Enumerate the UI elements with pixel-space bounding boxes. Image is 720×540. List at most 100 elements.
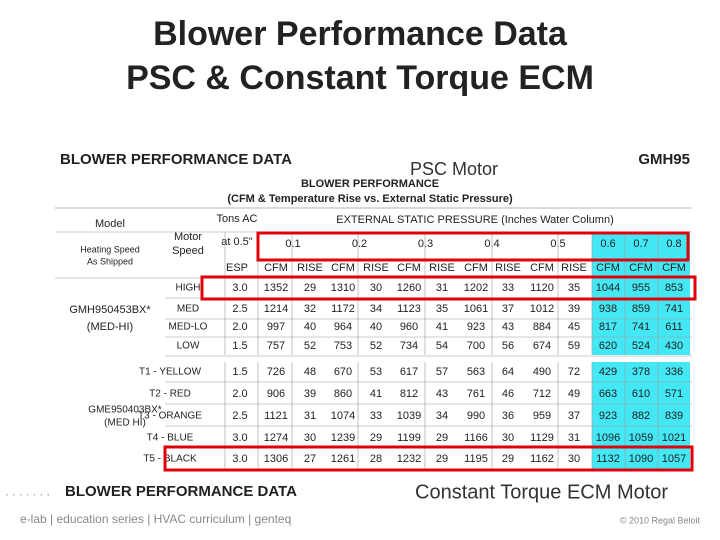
unit-header: RISE [429, 262, 455, 274]
cell: 524 [632, 340, 650, 352]
psc-label: PSC Motor [410, 159, 498, 179]
cell: 571 [665, 388, 683, 400]
cell: 54 [436, 340, 448, 352]
cell: 35 [436, 303, 448, 315]
cell: 1057 [662, 453, 686, 465]
cell: 839 [665, 410, 683, 422]
cell: 37 [568, 410, 580, 422]
cell: 46 [502, 388, 514, 400]
cell: 1096 [596, 432, 620, 444]
highlight-column [592, 362, 690, 470]
cell: 1021 [662, 432, 686, 444]
cell: 56 [502, 340, 514, 352]
cell: 31 [304, 410, 316, 422]
col-header: Heating Speed [80, 244, 140, 254]
highlight-box [256, 231, 690, 262]
highlight-column [592, 233, 690, 355]
cell: 964 [334, 321, 352, 333]
cell: 34 [436, 410, 448, 422]
cell: 955 [632, 282, 650, 294]
cell: 1129 [530, 432, 554, 444]
unit-header: CFM [264, 262, 288, 274]
cell: 726 [267, 366, 285, 378]
motor-speed: HIGH [176, 283, 201, 294]
cell: 30 [304, 432, 316, 444]
model-speed: (MED-HI) [87, 321, 133, 333]
cell: 490 [533, 366, 551, 378]
cell: 757 [267, 340, 285, 352]
pressure-header: 0.3 [418, 238, 433, 250]
cell: 49 [568, 388, 580, 400]
cell: 670 [334, 366, 352, 378]
pressure-header: 0.6 [600, 238, 615, 250]
highlight-box [200, 275, 697, 301]
ecm-label: Constant Torque ECM Motor [415, 481, 668, 503]
cell: 1214 [264, 303, 288, 315]
cell: 1090 [629, 453, 653, 465]
cell: 1261 [331, 453, 355, 465]
cell: 1074 [331, 410, 355, 422]
cell: 1059 [629, 432, 653, 444]
cell: 37 [502, 303, 514, 315]
cell: 59 [568, 340, 580, 352]
cell: 430 [665, 340, 683, 352]
cell: 1123 [397, 303, 421, 315]
cell: 1132 [596, 453, 620, 465]
pressure-header: 0.8 [666, 238, 681, 250]
cell: 997 [267, 321, 285, 333]
cell: 1306 [264, 453, 288, 465]
cell: 1172 [331, 303, 355, 315]
cell: 39 [568, 303, 580, 315]
model-speed: (MED HI) [104, 418, 146, 429]
tons: 2.5 [232, 410, 247, 422]
cell: 29 [304, 282, 316, 294]
col-header: Model [95, 218, 125, 230]
cell: 31 [568, 432, 580, 444]
cell: 700 [467, 340, 485, 352]
cell: 563 [467, 366, 485, 378]
cell: 40 [304, 321, 316, 333]
cell: 27 [304, 453, 316, 465]
unit-header: CFM [596, 262, 620, 274]
col-header: ESP [226, 262, 248, 274]
model-name: GMH950453BX* [69, 304, 151, 316]
cell: 884 [533, 321, 551, 333]
cell: 34 [370, 303, 382, 315]
cell: 817 [599, 321, 617, 333]
cell: 35 [568, 282, 580, 294]
cell: 30 [568, 453, 580, 465]
cell: 33 [370, 410, 382, 422]
motor-speed: T4 - BLUE [147, 433, 194, 444]
title-line: PSC & Constant Torque ECM [126, 59, 594, 97]
tons: 3.0 [232, 432, 247, 444]
cell: 1352 [264, 282, 288, 294]
cell: 1195 [464, 453, 488, 465]
title-line: Blower Performance Data [153, 15, 568, 53]
table-heading: BLOWER PERFORMANCE DATA [60, 151, 292, 168]
unit-header: CFM [662, 262, 686, 274]
dots: ....... [5, 483, 53, 499]
cell: 1120 [530, 282, 554, 294]
tons: 1.5 [232, 340, 247, 352]
model-family: GMH95 [638, 151, 690, 168]
cell: 663 [599, 388, 617, 400]
cell: 1260 [397, 282, 421, 294]
cell: 923 [599, 410, 617, 422]
cell: 45 [568, 321, 580, 333]
motor-speed: MED-LO [169, 322, 208, 333]
col-header: Motor [174, 231, 202, 243]
cell: 1310 [331, 282, 355, 294]
cell: 30 [502, 432, 514, 444]
table-subtitle: (CFM & Temperature Rise vs. External Sta… [227, 193, 513, 205]
cell: 29 [436, 453, 448, 465]
cell: 617 [400, 366, 418, 378]
cell: 336 [665, 366, 683, 378]
unit-header: RISE [297, 262, 323, 274]
cell: 1012 [530, 303, 554, 315]
cell: 923 [467, 321, 485, 333]
cell: 32 [304, 303, 316, 315]
cell: 1061 [464, 303, 488, 315]
tons: 3.0 [232, 453, 247, 465]
